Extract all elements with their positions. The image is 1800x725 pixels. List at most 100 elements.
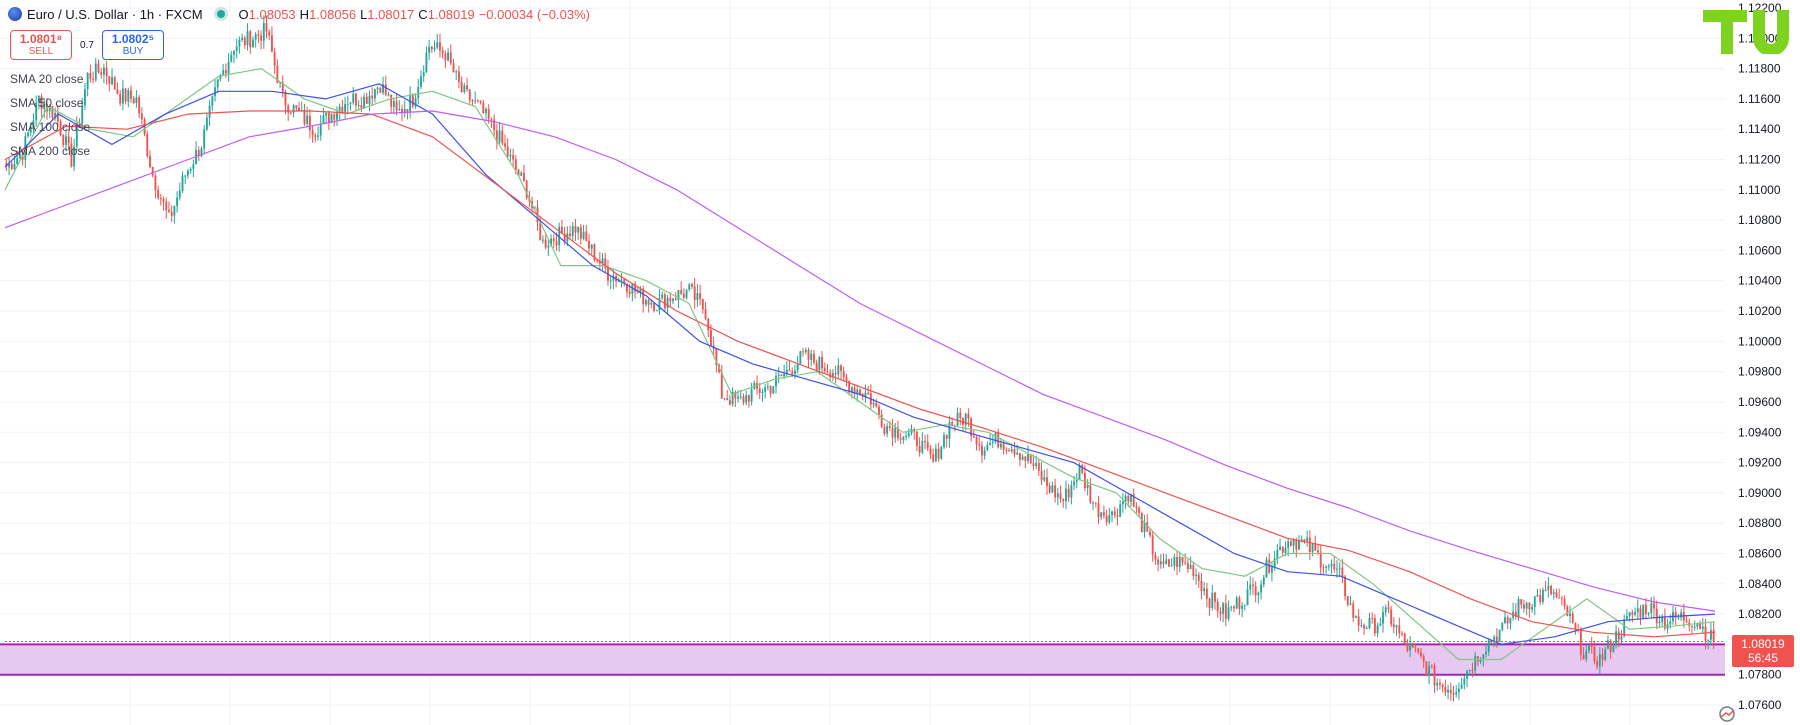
candle-body xyxy=(745,395,748,403)
candle-body xyxy=(937,448,940,459)
candle-body xyxy=(677,290,680,301)
candle-body xyxy=(241,37,244,40)
candle-body xyxy=(1173,557,1176,566)
candle-body xyxy=(1455,692,1458,695)
candle-body xyxy=(867,392,870,394)
candle-body xyxy=(471,100,474,102)
candle-body xyxy=(1574,622,1577,630)
candle-body xyxy=(520,172,523,176)
candle-body xyxy=(948,422,951,439)
candle-body xyxy=(891,427,894,438)
candle-body xyxy=(1238,597,1241,609)
candle-body xyxy=(1008,450,1010,452)
candle-body xyxy=(1214,592,1216,602)
indicator-legend: SMA 20 close SMA 50 close SMA 100 close … xyxy=(10,72,90,168)
legend-sma20[interactable]: SMA 20 close xyxy=(10,72,84,86)
buy-button[interactable]: 1.0802⁵ BUY xyxy=(102,30,164,60)
candle-body xyxy=(682,293,685,298)
candle-body xyxy=(764,387,767,393)
y-tick-label: 1.10400 xyxy=(1738,274,1782,288)
candle-body xyxy=(1100,512,1103,518)
candle-body xyxy=(56,112,59,122)
candle-body xyxy=(1241,605,1244,609)
candle-body xyxy=(983,450,986,456)
candle-body xyxy=(997,433,1000,448)
candle-body xyxy=(211,96,214,106)
candle-body xyxy=(590,244,593,249)
sma20-line xyxy=(4,67,1716,661)
candle-body xyxy=(281,82,284,92)
candle-body xyxy=(905,436,908,438)
candle-body xyxy=(1336,568,1338,570)
candle-body xyxy=(287,105,290,113)
candle-body xyxy=(999,443,1002,448)
candle-body xyxy=(1373,618,1376,634)
sell-button[interactable]: 1.0801⁸ SELL xyxy=(10,30,72,60)
candle-body xyxy=(216,79,219,88)
candle-body xyxy=(848,381,851,393)
candle-body xyxy=(766,386,769,388)
y-tick-label: 1.11000 xyxy=(1738,183,1781,197)
candle-body xyxy=(1441,684,1444,688)
candle-body xyxy=(750,389,753,402)
candle-body xyxy=(1625,616,1628,620)
candle-body xyxy=(1474,656,1477,671)
symbol-title[interactable]: Euro / U.S. Dollar · 1h · FXCM xyxy=(27,6,203,22)
candle-body xyxy=(1284,547,1287,553)
candle-body xyxy=(929,448,932,455)
candle-body xyxy=(1550,585,1552,594)
candle-body xyxy=(1504,617,1506,624)
candle-body xyxy=(130,90,132,99)
candle-body xyxy=(986,444,989,451)
candle-body xyxy=(924,441,926,443)
candle-body xyxy=(1219,611,1222,614)
candle-body xyxy=(1341,567,1344,577)
candle-body xyxy=(650,302,653,305)
candle-body xyxy=(1197,574,1200,581)
candle-body xyxy=(173,206,176,216)
candle-body xyxy=(1536,594,1539,597)
candle-body xyxy=(783,373,786,377)
candle-body xyxy=(354,93,357,106)
candle-body xyxy=(1401,633,1403,635)
candle-body xyxy=(875,402,878,407)
candle-body xyxy=(157,189,160,199)
candle-body xyxy=(452,63,455,73)
candle-body xyxy=(113,77,116,90)
legend-sma50[interactable]: SMA 50 close xyxy=(10,96,84,110)
candle-body xyxy=(1425,661,1428,676)
candle-body xyxy=(498,130,501,142)
candle-body xyxy=(268,31,271,36)
candle-body xyxy=(1395,625,1398,628)
open-value: 1.08053 xyxy=(248,6,296,22)
candle-body xyxy=(1699,623,1702,630)
candle-body xyxy=(1089,484,1092,503)
candle-body xyxy=(468,89,471,101)
candle-body xyxy=(1157,559,1160,565)
candle-body xyxy=(13,164,16,170)
candle-body xyxy=(918,445,921,453)
legend-sma100[interactable]: SMA 100 close xyxy=(10,120,91,134)
candle-body xyxy=(298,107,300,112)
candle-body xyxy=(1279,546,1281,550)
candle-body xyxy=(243,37,246,46)
candle-body xyxy=(588,241,590,249)
sell-price: 1.0801⁸ xyxy=(19,32,63,46)
candle-body xyxy=(428,46,431,53)
candle-body xyxy=(1414,647,1417,649)
candle-body xyxy=(1642,604,1645,618)
candle-body xyxy=(672,298,674,302)
legend-sma200[interactable]: SMA 200 close xyxy=(10,144,91,158)
settings-gear-icon[interactable] xyxy=(1718,705,1736,723)
candle-body xyxy=(121,88,124,104)
candle-body xyxy=(569,233,571,236)
close-value: 1.08019 xyxy=(427,6,475,22)
candle-body xyxy=(1582,654,1585,660)
candle-body xyxy=(1384,607,1387,613)
candle-body xyxy=(1005,449,1008,451)
candle-body xyxy=(926,442,929,449)
candle-body xyxy=(1260,584,1263,593)
y-tick-label: 1.10200 xyxy=(1738,304,1782,318)
candle-body xyxy=(636,291,639,293)
